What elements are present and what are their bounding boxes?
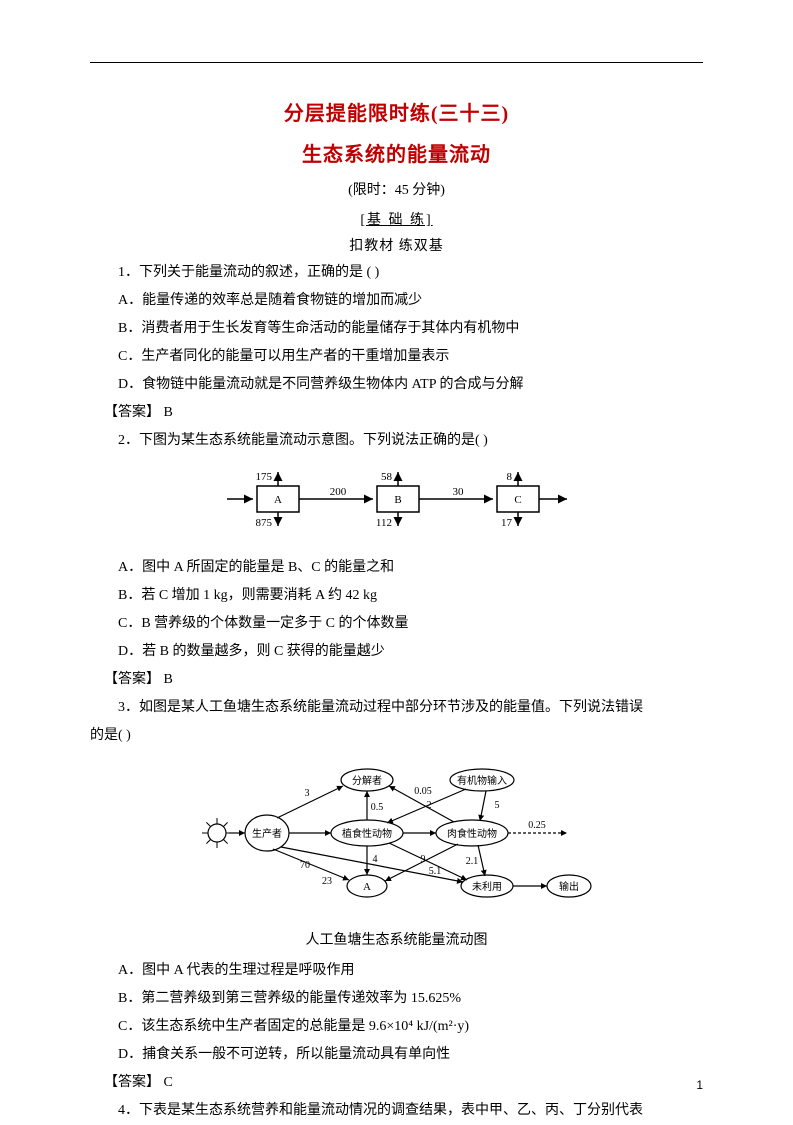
q2-diagram: A175 875 200 B58 112 30 C8 17 bbox=[90, 463, 703, 546]
section-heading: [基 础 练] bbox=[90, 209, 703, 229]
q1-answer: 【答案】 B bbox=[90, 399, 703, 427]
svg-text:分解者: 分解者 bbox=[352, 774, 382, 787]
q3-stem-line2: 的是( ) bbox=[90, 722, 703, 750]
svg-text:生产者: 生产者 bbox=[252, 827, 282, 840]
svg-text:B: B bbox=[394, 494, 401, 506]
svg-text:A: A bbox=[363, 881, 371, 893]
svg-text:70: 70 bbox=[300, 860, 310, 871]
q3-option-a: A．图中 A 代表的生理过程是呼吸作用 bbox=[90, 957, 703, 985]
svg-text:5: 5 bbox=[494, 800, 499, 811]
q3-option-c: C．该生态系统中生产者固定的总能量是 9.6×10⁴ kJ/(m²·y) bbox=[90, 1013, 703, 1041]
section-subheading: 扣教材 练双基 bbox=[90, 235, 703, 255]
header-rule bbox=[90, 62, 703, 63]
svg-text:30: 30 bbox=[452, 486, 464, 498]
svg-text:0.5: 0.5 bbox=[370, 802, 383, 813]
svg-text:175: 175 bbox=[255, 471, 272, 483]
q2-stem: 2．下图为某生态系统能量流动示意图。下列说法正确的是( ) bbox=[90, 427, 703, 455]
svg-text:875: 875 bbox=[255, 517, 272, 529]
q1-option-c: C．生产者同化的能量可以用生产者的干重增加量表示 bbox=[90, 343, 703, 371]
svg-text:112: 112 bbox=[375, 517, 391, 529]
svg-text:2.1: 2.1 bbox=[465, 856, 478, 867]
q2-option-a: A．图中 A 所固定的能量是 B、C 的能量之和 bbox=[90, 554, 703, 582]
q3-answer: 【答案】 C bbox=[90, 1069, 703, 1097]
q3-option-b: B．第二营养级到第三营养级的能量传递效率为 15.625% bbox=[90, 985, 703, 1013]
svg-text:23: 23 bbox=[322, 876, 332, 887]
svg-text:4: 4 bbox=[372, 854, 377, 865]
main-title: 分层提能限时练(三十三) bbox=[90, 97, 703, 126]
svg-text:0.25: 0.25 bbox=[528, 820, 546, 831]
svg-text:2: 2 bbox=[426, 800, 431, 811]
svg-text:输出: 输出 bbox=[559, 880, 579, 893]
svg-text:3: 3 bbox=[304, 788, 309, 799]
svg-text:A: A bbox=[274, 494, 282, 506]
svg-text:有机物输入: 有机物输入 bbox=[457, 774, 507, 787]
page-number: 1 bbox=[696, 1078, 703, 1092]
svg-text:肉食性动物: 肉食性动物 bbox=[447, 827, 497, 840]
q1-option-a: A．能量传递的效率总是随着食物链的增加而减少 bbox=[90, 287, 703, 315]
svg-text:0.05: 0.05 bbox=[414, 786, 432, 797]
svg-text:8: 8 bbox=[506, 471, 512, 483]
q1-stem: 1．下列关于能量流动的叙述，正确的是 ( ) bbox=[90, 259, 703, 287]
q2-option-c: C．B 营养级的个体数量一定多于 C 的个体数量 bbox=[90, 610, 703, 638]
q3-stem-line1: 3．如图是某人工鱼塘生态系统能量流动过程中部分环节涉及的能量值。下列说法错误 bbox=[90, 694, 703, 722]
svg-text:200: 200 bbox=[329, 486, 346, 498]
sub-title: 生态系统的能量流动 bbox=[90, 138, 703, 167]
q4-stem: 4．下表是某生态系统营养和能量流动情况的调查结果，表中甲、乙、丙、丁分别代表 bbox=[90, 1097, 703, 1125]
q2-option-d: D．若 B 的数量越多，则 C 获得的能量越少 bbox=[90, 638, 703, 666]
q1-option-b: B．消费者用于生长发育等生命活动的能量储存于其体内有机物中 bbox=[90, 315, 703, 343]
svg-text:未利用: 未利用 bbox=[472, 881, 502, 893]
q2-answer: 【答案】 B bbox=[90, 666, 703, 694]
q3-caption: 人工鱼塘生态系统能量流动图 bbox=[90, 927, 703, 955]
q2-option-b: B．若 C 增加 1 kg，则需要消耗 A 约 42 kg bbox=[90, 582, 703, 610]
svg-text:C: C bbox=[514, 494, 521, 506]
svg-text:58: 58 bbox=[381, 471, 393, 483]
svg-text:17: 17 bbox=[501, 517, 513, 529]
q3-option-d: D．捕食关系一般不可逆转，所以能量流动具有单向性 bbox=[90, 1041, 703, 1069]
svg-text:植食性动物: 植食性动物 bbox=[342, 827, 392, 840]
time-limit: (限时：45 分钟) bbox=[90, 179, 703, 199]
q1-option-d: D．食物链中能量流动就是不同营养级生物体内 ATP 的合成与分解 bbox=[90, 371, 703, 399]
q3-diagram: 生产者 植食性动物 肉食性动物 分解者 有机物输入 A 未利用 输出 3 0.5 0.05 2 5 70 4… bbox=[90, 758, 703, 919]
